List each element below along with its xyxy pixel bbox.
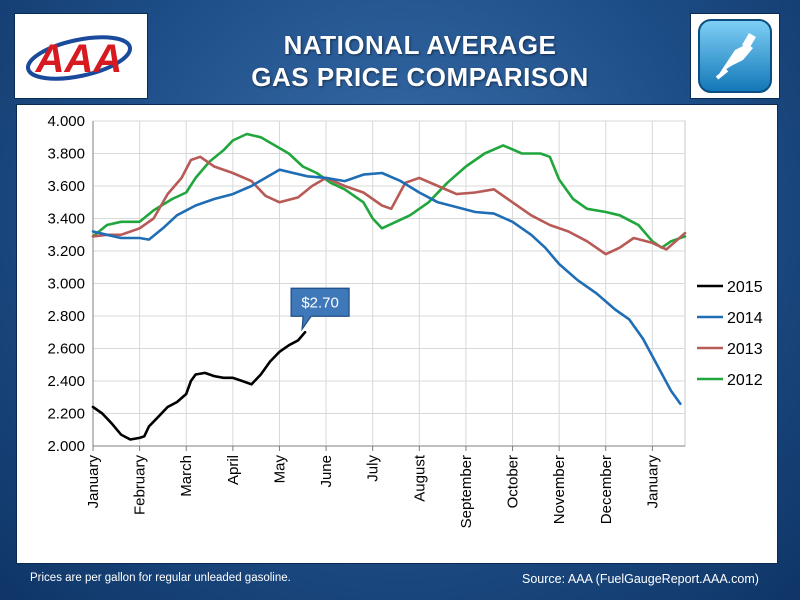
y-tick-label: 3.800 xyxy=(47,146,85,163)
x-tick-label: November xyxy=(551,455,568,524)
series-line-2013 xyxy=(91,155,687,256)
x-tick-label: January xyxy=(644,455,661,509)
legend-label-2013: 2013 xyxy=(727,341,763,358)
series-line-2014 xyxy=(91,168,682,406)
footnote: Prices are per gallon for regular unlead… xyxy=(30,572,291,584)
x-tick-label: August xyxy=(411,454,428,502)
aaa-logo-text: AAA xyxy=(35,37,123,81)
gas-pump-icon xyxy=(690,13,780,99)
chart-title-line2: GAS PRICE COMPARISON xyxy=(251,62,589,92)
y-tick-label: 3.400 xyxy=(47,211,85,228)
x-tick-label: October xyxy=(505,455,522,508)
y-tick-label: 2.600 xyxy=(47,341,85,358)
y-tick-label: 2.000 xyxy=(47,438,85,455)
legend-label-2015: 2015 xyxy=(727,279,763,296)
series-line-2012 xyxy=(91,132,687,249)
x-tick-label: April xyxy=(225,455,242,485)
source-text: Source: AAA (FuelGaugeReport.AAA.com) xyxy=(522,572,759,586)
x-tick-label: June xyxy=(318,455,335,488)
x-tick-label: January xyxy=(85,455,102,509)
y-tick-label: 4.000 xyxy=(47,113,85,130)
y-tick-label: 2.800 xyxy=(47,308,85,325)
x-tick-label: May xyxy=(271,455,288,484)
chart-title-line1: NATIONAL AVERAGE xyxy=(283,30,557,60)
x-tick-label: December xyxy=(598,455,615,524)
legend: 2015 2014 2013 2012 xyxy=(697,279,763,389)
axes: 2.000 2.200 2.400 2.600 2.800 3.000 3.200 3.400… xyxy=(47,113,685,528)
series-line-2015 xyxy=(91,330,307,441)
callout-label: $2.70 xyxy=(301,294,339,311)
x-tick-label: September xyxy=(458,455,475,528)
callout-bubble xyxy=(290,287,350,332)
x-tick-label: July xyxy=(365,455,382,482)
y-tick-label: 3.200 xyxy=(47,243,85,260)
chart-panel: 2.000 2.200 2.400 2.600 2.800 3.000 3.200 3.400… xyxy=(16,104,778,564)
y-tick-label: 2.200 xyxy=(47,406,85,423)
series-lines xyxy=(91,132,687,441)
x-tick-label: February xyxy=(132,455,149,516)
y-tick-label: 2.400 xyxy=(47,373,85,390)
aaa-logo: AAA xyxy=(14,13,148,99)
price-callout: $2.70 xyxy=(290,287,350,332)
legend-label-2012: 2012 xyxy=(727,372,763,389)
line-chart: 2.000 2.200 2.400 2.600 2.800 3.000 3.200 3.400… xyxy=(47,113,763,528)
legend-label-2014: 2014 xyxy=(727,310,763,327)
y-tick-label: 3.000 xyxy=(47,276,85,293)
x-tick-label: March xyxy=(178,455,195,497)
y-tick-label: 3.600 xyxy=(47,178,85,195)
